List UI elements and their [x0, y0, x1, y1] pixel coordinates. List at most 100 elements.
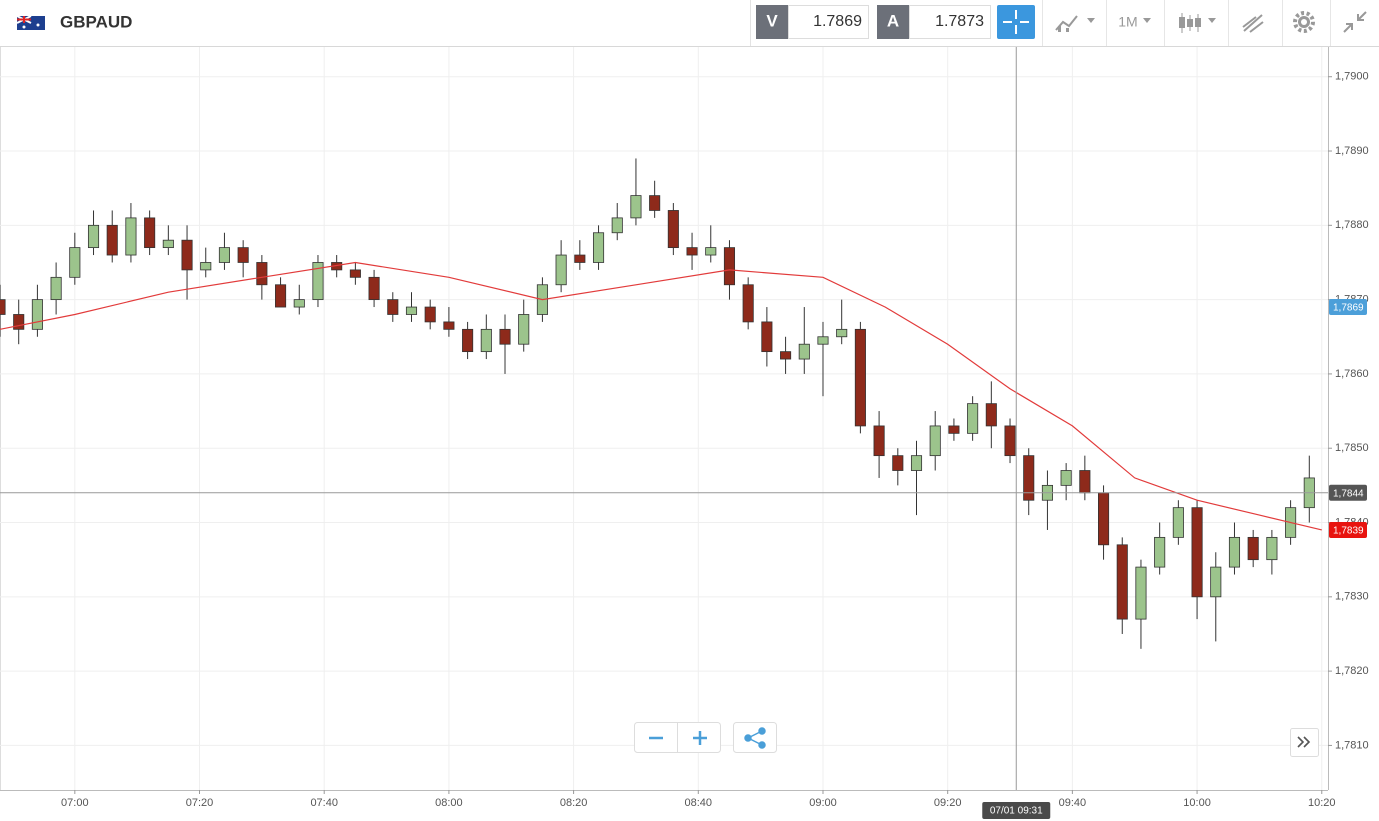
candle-body — [144, 217, 156, 249]
crosshair-price-label: 1,7844 — [1333, 488, 1364, 499]
ask-box — [909, 5, 991, 39]
candle-body — [761, 321, 773, 353]
x-tick-label: 08:20 — [560, 797, 588, 809]
crosshair-time-badge — [982, 802, 1051, 819]
candle-body — [312, 262, 324, 301]
collapse-button[interactable] — [1343, 11, 1367, 33]
candle-body — [1004, 425, 1016, 457]
x-tick-label: 09:20 — [934, 797, 962, 809]
candle-body — [0, 299, 6, 315]
bid-label: V — [766, 11, 778, 30]
y-tick-label: 1,7820 — [1335, 665, 1369, 677]
x-tick-label: 08:00 — [435, 797, 463, 809]
candle-body — [13, 314, 25, 330]
x-tick-label: 07:40 — [310, 797, 338, 809]
candle-body — [910, 455, 923, 471]
candle-body — [181, 239, 193, 271]
zoom-controls — [634, 722, 1319, 757]
price-badge — [1329, 521, 1367, 538]
candle-body — [1191, 507, 1203, 598]
candle-body — [742, 284, 754, 323]
candle-body — [649, 195, 661, 211]
y-tick-label: 1,7880 — [1335, 219, 1369, 231]
header-bg — [0, 0, 1379, 46]
candle-body — [1135, 566, 1147, 620]
candle-body — [275, 284, 287, 308]
crosshair-button[interactable] — [997, 5, 1035, 39]
candle-body — [611, 217, 623, 234]
zoom-in[interactable] — [693, 731, 707, 745]
candle-body — [892, 455, 904, 471]
x-tick-label: 07:20 — [186, 797, 214, 809]
indicator-button[interactable] — [1055, 15, 1095, 32]
candle-body — [50, 276, 62, 301]
candle-body — [1060, 470, 1072, 486]
price-badge-label: 1,7839 — [1333, 526, 1364, 537]
candle-body — [518, 314, 530, 345]
candle-body — [667, 210, 679, 249]
plot — [0, 158, 1322, 649]
y-tick-label: 1,7890 — [1335, 145, 1369, 157]
candle-body — [162, 239, 174, 249]
candle-body — [592, 232, 605, 263]
candle-body — [237, 247, 249, 263]
candle-body — [630, 195, 642, 219]
scroll-icon — [1297, 736, 1311, 748]
candle-body — [69, 247, 81, 278]
candle-body — [723, 247, 736, 286]
x-tick-label: 10:20 — [1308, 797, 1336, 809]
grid: 1,78101,78201,78301,78401,78501,78601,78… — [0, 47, 1369, 809]
bid-box — [788, 5, 869, 39]
ask-button[interactable] — [877, 5, 909, 39]
y-tick-label: 1,7810 — [1335, 739, 1369, 751]
candle-body — [985, 403, 997, 427]
candle-body — [574, 254, 586, 263]
candle-body — [368, 276, 380, 301]
candle-body — [798, 343, 810, 360]
candle-body — [948, 425, 960, 434]
settings-button[interactable] — [1293, 11, 1315, 33]
candle-body — [424, 306, 436, 323]
candle-body — [387, 299, 399, 315]
x-tick-label: 09:00 — [809, 797, 837, 809]
y-tick-label: 1,7830 — [1335, 591, 1369, 603]
candle-body — [499, 328, 511, 345]
y-tick-label: 1,7900 — [1335, 71, 1369, 83]
share-icon — [744, 727, 766, 749]
candle-body — [125, 217, 137, 256]
separators — [1042, 0, 1331, 46]
overlay: 07/01 09:31 1,7844 1,7869 1,7839 — [0, 47, 1367, 819]
candle-body — [1266, 536, 1278, 561]
chart-type-button[interactable] — [1179, 13, 1216, 33]
x-tick-label: 07:00 — [61, 797, 89, 809]
draw-button[interactable] — [1242, 14, 1264, 33]
ask-label: A — [887, 11, 899, 30]
candle-body — [443, 321, 455, 330]
candle-body — [218, 247, 230, 263]
candle-body — [1228, 536, 1241, 568]
crosshair-price-badge — [1329, 484, 1367, 501]
candle-body — [256, 262, 268, 286]
candle-body — [1172, 507, 1184, 538]
share-button[interactable] — [733, 722, 777, 753]
candle-body — [555, 254, 567, 286]
bid-button[interactable] — [756, 5, 788, 39]
timeframe-button[interactable]: 1M — [1118, 14, 1151, 30]
candle-body — [705, 247, 717, 256]
x-tick-label: 08:40 — [685, 797, 713, 809]
candle-body — [1098, 492, 1110, 546]
moving-average — [0, 261, 1322, 531]
crosshair-icon — [1003, 10, 1029, 34]
ask-price: 1.7873 — [935, 13, 984, 30]
candle-body — [1023, 455, 1035, 501]
price-badge — [1329, 299, 1367, 316]
candle-body — [405, 306, 418, 315]
scroll-right-button[interactable] — [1290, 728, 1319, 757]
candle-body — [1079, 470, 1091, 494]
x-tick-label: 09:40 — [1059, 797, 1087, 809]
candle-body — [1154, 536, 1166, 568]
candle-body — [836, 328, 848, 338]
candle-body — [967, 403, 979, 434]
